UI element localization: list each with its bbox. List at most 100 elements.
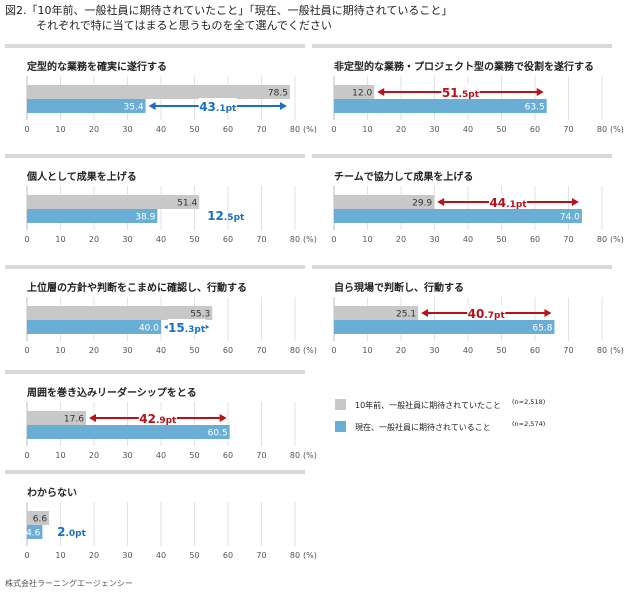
value-label-now: 38.9 <box>135 213 155 223</box>
diff-label-bg <box>138 410 177 425</box>
value-label-now: 40.0 <box>139 324 159 334</box>
panel-own-judgement: 自ら現場で判断し、行動する 25.1 65.8 40.7pt 0 10 20 30 40 50 6… <box>312 265 624 381</box>
value-label-now: 63.5 <box>525 103 545 113</box>
tick-label: 60 <box>223 125 233 134</box>
value-label-now: 60.5 <box>208 429 228 439</box>
footer-credit: 株式会社ラーニングエージェンシー <box>5 579 133 588</box>
tick-label: 80 <box>290 125 300 134</box>
bar-now <box>334 209 582 223</box>
tick-label: 0 <box>331 125 336 134</box>
tick-label: 30 <box>122 125 132 134</box>
bar-past <box>27 195 200 209</box>
tick-label: 30 <box>429 125 439 134</box>
diff-label: 51.5pt <box>442 86 480 100</box>
tick-label: 30 <box>429 235 439 244</box>
panel-title: 非定型的な業務・プロジェクト型の業務で役割を遂行する <box>334 62 594 73</box>
tick-label: 60 <box>530 346 540 355</box>
tick-label: 50 <box>189 235 199 244</box>
chart-svg: 51.4 38.9 12.5pt 0 10 20 30 40 50 60 70 80 (%) <box>24 186 317 244</box>
panel-nonroutine-work: 非定型的な業務・プロジェクト型の業務で役割を遂行する 12.0 63.5 51.5p… <box>312 44 624 160</box>
tick-label: 80 <box>290 451 300 460</box>
tick-label: 30 <box>122 551 132 560</box>
tick-label: 50 <box>189 125 199 134</box>
diff-arrow-head-right <box>279 102 287 110</box>
diff-arrow-head-left <box>148 102 156 110</box>
tick-label: 50 <box>496 125 506 134</box>
diff-arrow-head-right <box>544 309 552 317</box>
axis-unit: (%) <box>303 551 317 560</box>
value-label-now: 65.8 <box>532 324 552 334</box>
tick-label: 20 <box>396 125 406 134</box>
tick-label: 80 <box>290 235 300 244</box>
chart-svg: 29.9 74.0 44.1pt 0 10 20 30 40 50 60 70 80 (%) <box>331 186 624 244</box>
legend-n-past: (n=2,518) <box>512 398 546 406</box>
tick-label: 40 <box>463 125 473 134</box>
diff-label: 44.1pt <box>489 196 527 210</box>
title-line-2: それぞれで特に当てはまると思うものを全て選んでください <box>36 19 332 32</box>
diff-arrow-head-left <box>377 88 385 96</box>
panel-team-results: チームで協力して成果を上げる 29.9 74.0 44.1pt 0 10 20 30 40 50… <box>312 154 624 270</box>
tick-label: 80 <box>290 551 300 560</box>
tick-label: 20 <box>89 551 99 560</box>
tick-label: 20 <box>396 235 406 244</box>
legend-n-now: (n=2,574) <box>512 420 546 428</box>
tick-label: 50 <box>189 451 199 460</box>
legend-label-past: 10年前、一般社員に期待されていたこと <box>355 401 501 410</box>
tick-label: 40 <box>463 346 473 355</box>
diff-label-bg <box>467 305 506 320</box>
tick-label: 40 <box>156 235 166 244</box>
panel-title: 定型的な業務を確実に遂行する <box>27 62 167 73</box>
panel-title: 個人として成果を上げる <box>27 172 137 183</box>
tick-label: 10 <box>55 551 65 560</box>
diff-arrow-head-left <box>437 198 445 206</box>
bar-now <box>27 99 146 113</box>
tick-label: 10 <box>55 451 65 460</box>
tick-label: 0 <box>24 125 29 134</box>
tick-label: 30 <box>429 346 439 355</box>
diff-label: 12.5pt <box>207 209 245 223</box>
tick-label: 30 <box>122 235 132 244</box>
tick-label: 10 <box>362 346 372 355</box>
panel-routine-work: 定型的な業務を確実に遂行する 78.5 35.4 43.1pt 0 10 20 30 40 50… <box>5 44 317 160</box>
panel-individual-results: 個人として成果を上げる 51.4 38.9 12.5pt 0 10 20 30 40 50 60 7… <box>5 154 317 270</box>
value-label-past: 17.6 <box>64 415 84 425</box>
value-label-past: 25.1 <box>396 310 416 320</box>
diff-label: 43.1pt <box>199 100 237 114</box>
diff-label-bg <box>489 194 528 209</box>
tick-label: 40 <box>156 551 166 560</box>
chart-svg: 6.6 4.6 2.0pt 0 10 20 30 40 50 60 70 80 (%) <box>24 502 317 560</box>
bar-past <box>27 306 213 320</box>
tick-label: 10 <box>55 125 65 134</box>
diff-label: 15.3pt <box>168 321 206 335</box>
tick-label: 20 <box>89 125 99 134</box>
chart-svg: 78.5 35.4 43.1pt 0 10 20 30 40 50 60 70 80 (%) <box>24 76 317 134</box>
tick-label: 80 <box>597 125 607 134</box>
tick-label: 10 <box>55 235 65 244</box>
tick-label: 70 <box>256 235 266 244</box>
value-label-past: 51.4 <box>177 199 197 209</box>
legend-swatch-now <box>335 421 346 432</box>
value-label-now: 74.0 <box>560 213 580 223</box>
axis-unit: (%) <box>303 235 317 244</box>
axis-unit: (%) <box>303 125 317 134</box>
tick-label: 80 <box>597 235 607 244</box>
tick-label: 0 <box>24 346 29 355</box>
chart-title: 図2.「10年前、一般社員に期待されていたこと」「現在、一般社員に期待されている… <box>5 3 452 33</box>
bar-past <box>27 85 290 99</box>
bar-past <box>334 306 419 320</box>
tick-label: 60 <box>223 346 233 355</box>
tick-label: 40 <box>156 451 166 460</box>
tick-label: 30 <box>122 346 132 355</box>
panel-confirm-superiors: 上位層の方針や判断をこまめに確認し、行動する 55.3 40.0 15.3pt 0 10… <box>5 265 317 381</box>
value-label-past: 6.6 <box>33 515 48 525</box>
tick-label: 60 <box>223 551 233 560</box>
axis-unit: (%) <box>610 346 624 355</box>
bar-now <box>27 425 230 439</box>
tick-label: 50 <box>496 346 506 355</box>
tick-label: 40 <box>463 235 473 244</box>
bar-now <box>27 209 158 223</box>
tick-label: 0 <box>331 346 336 355</box>
diff-label: 2.0pt <box>57 525 86 539</box>
tick-label: 40 <box>156 346 166 355</box>
tick-label: 60 <box>530 125 540 134</box>
